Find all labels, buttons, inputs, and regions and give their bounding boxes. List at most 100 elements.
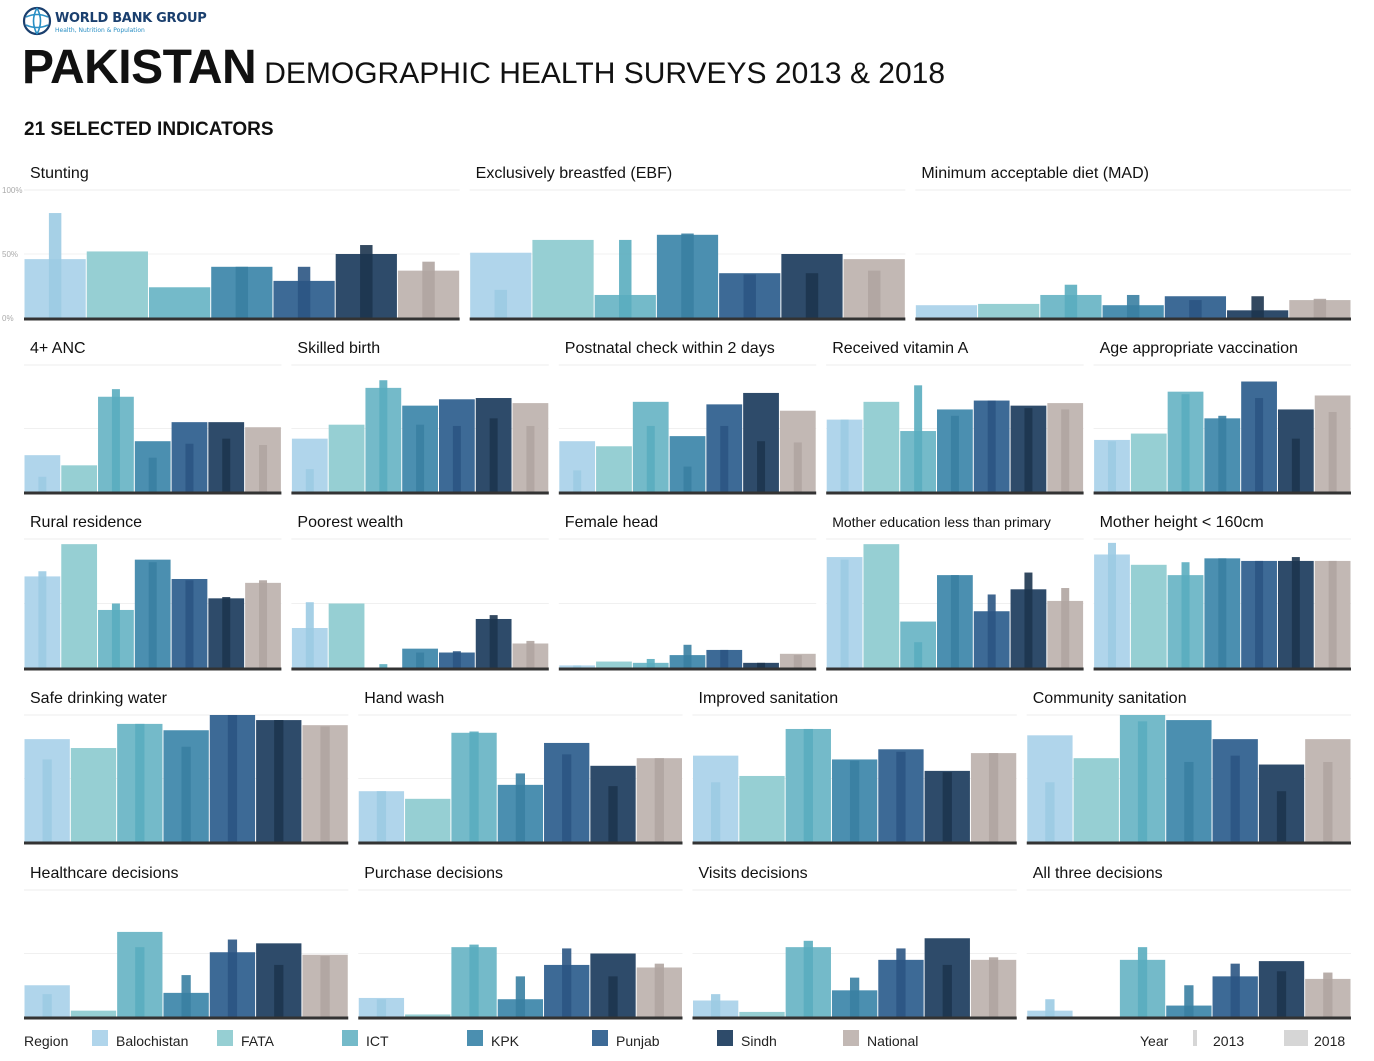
chart-title-all-three-decisions: All three decisions — [1033, 865, 1163, 882]
bar-2018-ict — [148, 287, 211, 318]
bar-2013-kpk — [181, 746, 191, 842]
bar-2018-fata — [1130, 433, 1167, 492]
bar-2018-fata — [739, 775, 785, 842]
y-tick-label: 0% — [2, 314, 14, 323]
bar-2013-kpk — [515, 773, 526, 842]
chart-title-4-anc: 4+ ANC — [30, 340, 86, 357]
bar-2013-balochistan — [305, 602, 314, 668]
bar-2013-ict — [1181, 562, 1190, 668]
bar-2013-balochistan — [1107, 542, 1116, 668]
legend: Region Balochistan FATA ICT KPK Punjab Sindh Na… — [0, 1030, 1374, 1058]
bar-2013-punjab — [562, 754, 572, 842]
chart-title-female-head: Female head — [565, 514, 658, 531]
bar-2018-fata — [61, 544, 98, 668]
bar-2013-sindh — [1276, 791, 1287, 842]
bar-2013-kpk — [681, 233, 694, 318]
bar-2013-sindh — [942, 772, 952, 842]
bar-2013-sindh — [1291, 438, 1300, 492]
bar-2013-sindh — [1291, 557, 1300, 668]
bar-2013-ict — [379, 380, 388, 492]
bar-2018-fata — [863, 401, 900, 492]
bar-2013-punjab — [743, 274, 756, 318]
bar-2018-fata — [86, 251, 148, 318]
globe-icon — [22, 6, 52, 36]
bar-2013-sindh — [1251, 296, 1264, 318]
legend-year-label: Year — [1140, 1033, 1169, 1049]
bar-2013-kpk — [683, 644, 692, 668]
bar-2013-national — [1313, 298, 1327, 318]
legend-year-swatch — [1193, 1030, 1197, 1046]
bar-2013-sindh — [805, 273, 819, 318]
org-name: WORLD BANK GROUP — [55, 11, 207, 26]
bar-2013-national — [988, 753, 999, 842]
bar-2013-punjab — [1255, 560, 1264, 668]
bar-2013-punjab — [896, 751, 906, 842]
legend-label: ICT — [366, 1033, 389, 1049]
chart-title-visits-decisions: Visits decisions — [699, 865, 808, 882]
chart-title-improved-sanitation: Improved sanitation — [699, 690, 839, 707]
bar-2013-ict — [111, 603, 120, 668]
bar-2013-sindh — [1024, 572, 1033, 668]
bar-2013-kpk — [416, 424, 425, 492]
bar-2013-national — [259, 580, 268, 668]
bar-2013-punjab — [562, 948, 572, 1017]
bar-2013-balochistan — [1107, 441, 1116, 492]
bar-2013-punjab — [987, 400, 996, 492]
bar-2018-fata — [70, 1010, 117, 1017]
bar-2013-ict — [1064, 284, 1078, 318]
bar-2013-ict — [135, 947, 145, 1017]
bar-2013-ict — [111, 389, 120, 492]
bar-2013-ict — [646, 658, 655, 668]
chart-title-safe-drinking-water: Safe drinking water — [30, 690, 168, 707]
bar-2018-fata — [596, 446, 632, 492]
chart-title-stunting: Stunting — [30, 165, 89, 182]
bar-2018-fata — [328, 603, 365, 668]
bar-2013-ict — [379, 664, 388, 668]
bar-2013-balochistan — [711, 782, 721, 842]
bar-2018-fata — [739, 1011, 785, 1017]
chart-title-purchase-decisions: Purchase decisions — [364, 865, 503, 882]
bar-2013-sindh — [1024, 408, 1033, 492]
bar-2013-balochistan — [573, 470, 582, 492]
bar-2013-balochistan — [376, 999, 387, 1017]
chart-title-postnatal-check-within-2-days: Postnatal check within 2 days — [565, 340, 775, 357]
bar-2013-punjab — [720, 425, 729, 492]
legend-region-label: Region — [24, 1033, 69, 1049]
bar-2013-kpk — [1126, 294, 1140, 318]
bar-2013-sindh — [489, 418, 498, 492]
bar-2013-national — [320, 726, 330, 842]
country-title: PAKISTAN — [22, 41, 257, 94]
bar-2013-sindh — [274, 964, 284, 1017]
survey-subtitle: DEMOGRAPHIC HEALTH SURVEYS 2013 & 2018 — [264, 57, 946, 90]
bar-2013-ict — [1137, 947, 1148, 1017]
bar-2013-balochistan — [42, 994, 52, 1017]
world-bank-logo: WORLD BANK GROUP Health, Nutrition & Pop… — [20, 4, 207, 42]
bar-2013-balochistan — [38, 571, 47, 668]
bar-2013-national — [320, 956, 330, 1017]
bar-2018-fata — [70, 748, 117, 842]
bar-2013-ict — [803, 728, 813, 842]
bar-2013-national — [1323, 761, 1333, 842]
bar-2013-ict — [1181, 394, 1190, 492]
legend-year-swatch — [1284, 1030, 1308, 1046]
bar-2013-balochistan — [573, 665, 582, 668]
bar-2018-fata — [596, 661, 632, 668]
bar-2013-balochistan — [840, 419, 849, 492]
chart-title-poorest-wealth: Poorest wealth — [297, 514, 403, 531]
bar-2013-national — [1328, 560, 1337, 668]
y-tick-label: 100% — [2, 186, 22, 195]
bar-2013-national — [654, 963, 664, 1017]
bar-2013-ict — [469, 944, 479, 1017]
chart-title-community-sanitation: Community sanitation — [1033, 690, 1187, 707]
bar-2013-national — [422, 261, 435, 318]
bar-2013-balochistan — [1045, 782, 1055, 842]
bar-2013-kpk — [148, 457, 157, 492]
bar-2018-balochistan — [915, 305, 978, 318]
legend-swatch — [92, 1030, 108, 1046]
bar-2018-fata — [61, 465, 98, 492]
bar-2013-kpk — [515, 976, 526, 1017]
bar-2013-kpk — [1218, 558, 1227, 668]
chart-title-minimum-acceptable-diet-mad: Minimum acceptable diet (MAD) — [921, 165, 1149, 182]
bar-2013-ict — [803, 940, 813, 1017]
